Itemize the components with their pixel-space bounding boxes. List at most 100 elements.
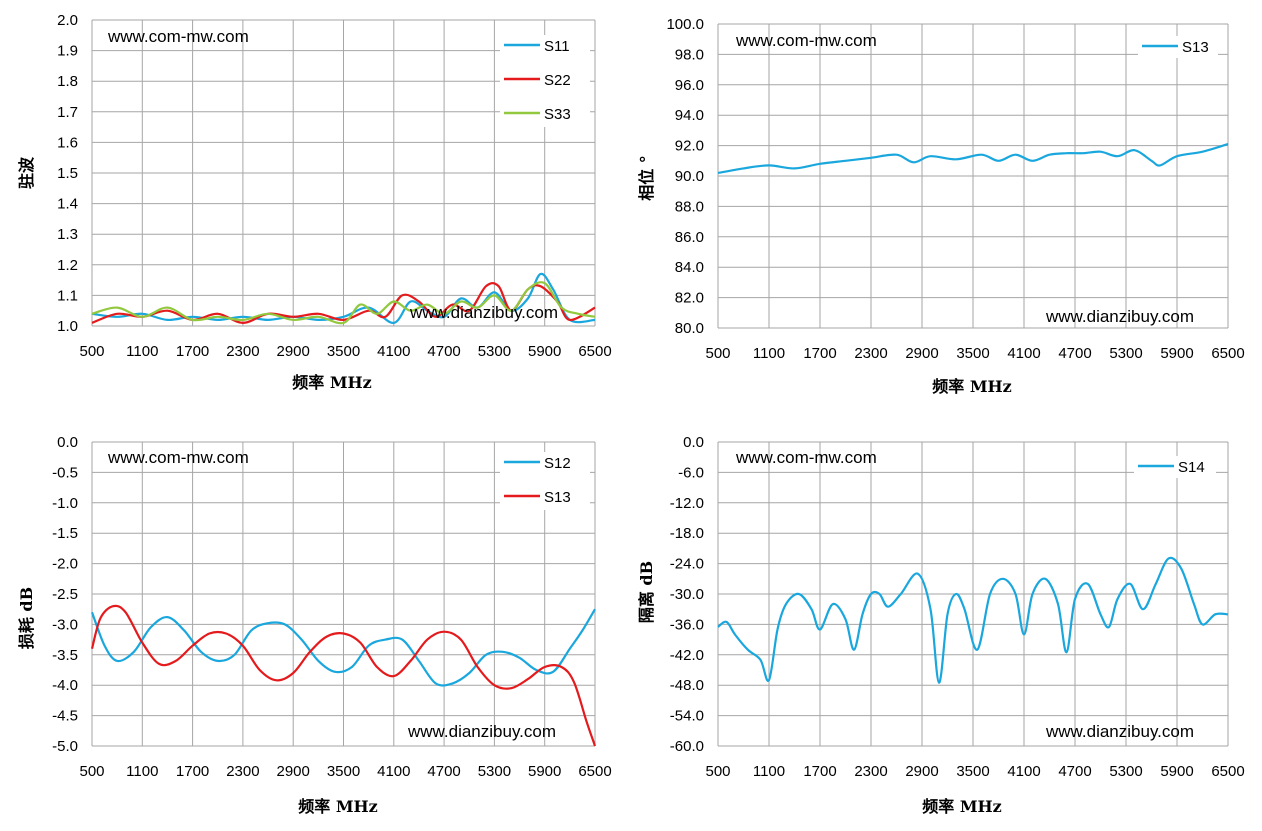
legend-entry: S33 [544,106,571,123]
series-line-s14 [717,556,1229,684]
y-tick-label: 82.0 [675,290,704,307]
x-tick-label: 1100 [753,763,785,780]
x-axis-label: 频率 MHz [292,373,372,392]
y-tick-label: 88.0 [675,198,704,215]
chart-4: 500 1100 1700 2300 2900 3500 4100 4700 5300 5900 6… [637,434,1245,816]
x-tick-label: 2300 [854,763,887,780]
chart-3: 500 1100 1700 2300 2900 3500 4100 4700 5300 5900 6… [17,434,612,816]
x-tick-label: 6500 [1211,763,1244,780]
y-tick-label: 90.0 [675,168,704,185]
y-tick-label: -6.0 [678,464,704,481]
y-tick-label: -1.0 [52,495,78,512]
y-tick-label: -3.0 [52,616,78,633]
x-tick-label: 1100 [126,763,158,780]
y-tick-label: -12.0 [670,495,704,512]
x-tick-label: 1700 [176,763,209,780]
x-axis-label: 频率 MHz [298,797,378,816]
y-tick-label: -0.5 [52,464,78,481]
y-tick-label: 92.0 [675,138,704,155]
x-tick-label: 3500 [956,763,989,780]
y-axis-label: 相位 ° [637,155,656,201]
watermark-bottom: www.dianzibuy.com [1045,307,1194,326]
x-tick-label: 2900 [905,345,938,362]
y-tick-label: -1.5 [52,525,78,542]
series-line-s11 [91,272,596,324]
y-tick-label: -48.0 [670,677,704,694]
legend-box [500,35,590,127]
x-tick-label: 1700 [803,345,836,362]
legend-entry: S22 [544,72,571,89]
chart-1: 500 1100 1700 2300 2900 3500 4100 4700 5300 5900 6… [17,12,612,392]
y-tick-label: -4.5 [52,708,78,725]
x-tick-label: 5900 [528,343,561,360]
y-tick-label: -30.0 [670,586,704,603]
series-line-s13 [717,143,1229,175]
x-tick-label: 5900 [528,763,561,780]
y-tick-label: -36.0 [670,616,704,633]
y-tick-label: 98.0 [675,46,704,63]
y-tick-label: -2.0 [52,556,78,573]
y-tick-label: -5.0 [52,738,78,755]
y-tick-label: 100.0 [666,16,704,33]
x-tick-label: 500 [79,343,104,360]
x-tick-label: 4700 [1058,763,1091,780]
y-tick-label: -18.0 [670,525,704,542]
x-tick-label: 5300 [1109,763,1142,780]
y-tick-label: 1.0 [57,318,78,335]
legend: S13 [1138,36,1218,58]
watermark-top: www.com-mw.com [735,448,877,467]
y-tick-label: -3.5 [52,647,78,664]
x-tick-label: 3500 [327,343,360,360]
x-tick-label: 2300 [226,343,259,360]
legend-box [1134,456,1216,478]
y-tick-label: -60.0 [670,738,704,755]
y-axis-label: 驻波 [17,156,36,189]
x-tick-label: 6500 [1211,345,1244,362]
y-tick-label: 1.2 [57,257,78,274]
y-tick-label: 1.9 [57,43,78,60]
legend-entry: S13 [1182,39,1209,56]
x-tick-label: 1700 [176,343,209,360]
x-tick-label: 2900 [905,763,938,780]
y-tick-label: 94.0 [675,107,704,124]
legend-entry: S11 [544,38,570,55]
x-tick-label: 4100 [1007,763,1040,780]
y-tick-label: 1.5 [57,165,78,182]
legend-entry: S13 [544,489,571,506]
legend-entry: S14 [1178,459,1205,476]
y-tick-label: -54.0 [670,708,704,725]
y-tick-label: 1.8 [57,73,78,90]
x-axis-label: 频率 MHz [922,797,1002,816]
series-line-s33 [91,281,596,325]
x-tick-label: 4700 [1058,345,1091,362]
legend-entry: S12 [544,455,571,472]
x-tick-label: 5300 [478,763,511,780]
x-axis-label: 频率 MHz [932,377,1012,396]
y-tick-label: 0.0 [57,434,78,451]
x-tick-label: 500 [705,763,730,780]
x-tick-label: 4700 [427,343,460,360]
x-tick-label: 6500 [578,343,611,360]
watermark-bottom: www.dianzibuy.com [409,303,558,322]
x-tick-label: 5900 [1160,763,1193,780]
x-tick-label: 500 [79,763,104,780]
watermark-top: www.com-mw.com [107,448,249,467]
x-tick-label: 2300 [226,763,259,780]
y-tick-label: -2.5 [52,586,78,603]
x-tick-label: 4100 [377,763,410,780]
watermark-bottom: www.dianzibuy.com [407,722,556,741]
y-tick-label: 96.0 [675,77,704,94]
y-tick-label: 1.7 [57,104,78,121]
x-tick-label: 4700 [427,763,460,780]
y-tick-label: -42.0 [670,647,704,664]
y-tick-label: 1.6 [57,134,78,151]
y-tick-label: 80.0 [675,320,704,337]
legend: S11 S22 S33 [500,35,590,127]
y-tick-label: 1.4 [57,196,78,213]
watermark-bottom: www.dianzibuy.com [1045,722,1194,741]
legend: S14 [1134,456,1216,478]
y-axis-label: 隔离 dB [637,561,656,623]
x-tick-label: 5300 [478,343,511,360]
x-tick-label: 2300 [854,345,887,362]
